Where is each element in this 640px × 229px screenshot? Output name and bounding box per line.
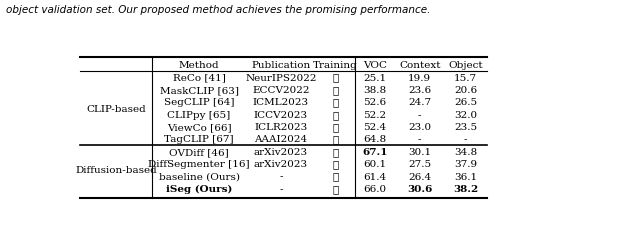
Text: Context: Context [399, 61, 440, 70]
Text: ✓: ✓ [332, 123, 339, 131]
Text: 26.5: 26.5 [454, 98, 477, 107]
Text: 37.9: 37.9 [454, 160, 477, 169]
Text: Object: Object [449, 61, 483, 70]
Text: ReCo [41]: ReCo [41] [173, 73, 225, 82]
Text: 19.9: 19.9 [408, 73, 431, 82]
Text: arXiv2023: arXiv2023 [254, 160, 308, 169]
Text: 15.7: 15.7 [454, 73, 477, 82]
Text: VOC: VOC [363, 61, 387, 70]
Text: 32.0: 32.0 [454, 110, 477, 119]
Text: 60.1: 60.1 [364, 160, 387, 169]
Text: 26.4: 26.4 [408, 172, 431, 181]
Text: Publication: Publication [252, 61, 310, 70]
Text: ✗: ✗ [332, 160, 339, 169]
Text: OVDiff [46]: OVDiff [46] [169, 147, 229, 156]
Text: 23.5: 23.5 [454, 123, 477, 131]
Text: 36.1: 36.1 [454, 172, 477, 181]
Text: CLIPpy [65]: CLIPpy [65] [168, 110, 230, 119]
Text: ICCV2023: ICCV2023 [254, 110, 308, 119]
Text: 24.7: 24.7 [408, 98, 431, 107]
Text: 38.8: 38.8 [364, 86, 387, 95]
Text: arXiv2023: arXiv2023 [254, 147, 308, 156]
Text: 38.2: 38.2 [453, 184, 478, 193]
Text: Diffusion-based: Diffusion-based [75, 166, 157, 175]
Text: 52.4: 52.4 [364, 123, 387, 131]
Text: object validation set. Our proposed method achieves the promising performance.: object validation set. Our proposed meth… [6, 5, 431, 14]
Text: 34.8: 34.8 [454, 147, 477, 156]
Text: 23.0: 23.0 [408, 123, 431, 131]
Text: ViewCo [66]: ViewCo [66] [167, 123, 231, 131]
Text: 52.2: 52.2 [364, 110, 387, 119]
Text: -: - [279, 184, 283, 193]
Text: DiffSegmenter [16]: DiffSegmenter [16] [148, 160, 250, 169]
Text: ICML2023: ICML2023 [253, 98, 309, 107]
Text: ✗: ✗ [332, 147, 339, 156]
Text: TagCLIP [67]: TagCLIP [67] [164, 135, 234, 144]
Text: ✗: ✗ [332, 172, 339, 181]
Text: MaskCLIP [63]: MaskCLIP [63] [159, 86, 239, 95]
Text: 20.6: 20.6 [454, 86, 477, 95]
Text: Method: Method [179, 61, 220, 70]
Text: SegCLIP [64]: SegCLIP [64] [164, 98, 234, 107]
Text: AAAI2024: AAAI2024 [254, 135, 307, 144]
Text: baseline (Ours): baseline (Ours) [159, 172, 239, 181]
Text: 61.4: 61.4 [364, 172, 387, 181]
Text: 52.6: 52.6 [364, 98, 387, 107]
Text: Training: Training [313, 61, 358, 70]
Text: ICLR2023: ICLR2023 [254, 123, 307, 131]
Text: ✗: ✗ [332, 135, 339, 144]
Text: 30.1: 30.1 [408, 147, 431, 156]
Text: -: - [279, 172, 283, 181]
Text: 23.6: 23.6 [408, 86, 431, 95]
Text: 66.0: 66.0 [364, 184, 387, 193]
Text: ECCV2022: ECCV2022 [252, 86, 310, 95]
Text: ✓: ✓ [332, 110, 339, 119]
Text: -: - [464, 135, 467, 144]
Text: ✓: ✓ [332, 73, 339, 82]
Text: 30.6: 30.6 [407, 184, 433, 193]
Text: 64.8: 64.8 [364, 135, 387, 144]
Text: -: - [418, 110, 422, 119]
Text: iSeg (Ours): iSeg (Ours) [166, 184, 232, 193]
Text: 25.1: 25.1 [364, 73, 387, 82]
Text: ✗: ✗ [332, 184, 339, 193]
Text: ✓: ✓ [332, 98, 339, 107]
Text: -: - [418, 135, 422, 144]
Text: 67.1: 67.1 [362, 147, 388, 156]
Text: CLIP-based: CLIP-based [86, 104, 146, 113]
Text: 27.5: 27.5 [408, 160, 431, 169]
Text: ✓: ✓ [332, 86, 339, 95]
Text: NeurIPS2022: NeurIPS2022 [245, 73, 317, 82]
